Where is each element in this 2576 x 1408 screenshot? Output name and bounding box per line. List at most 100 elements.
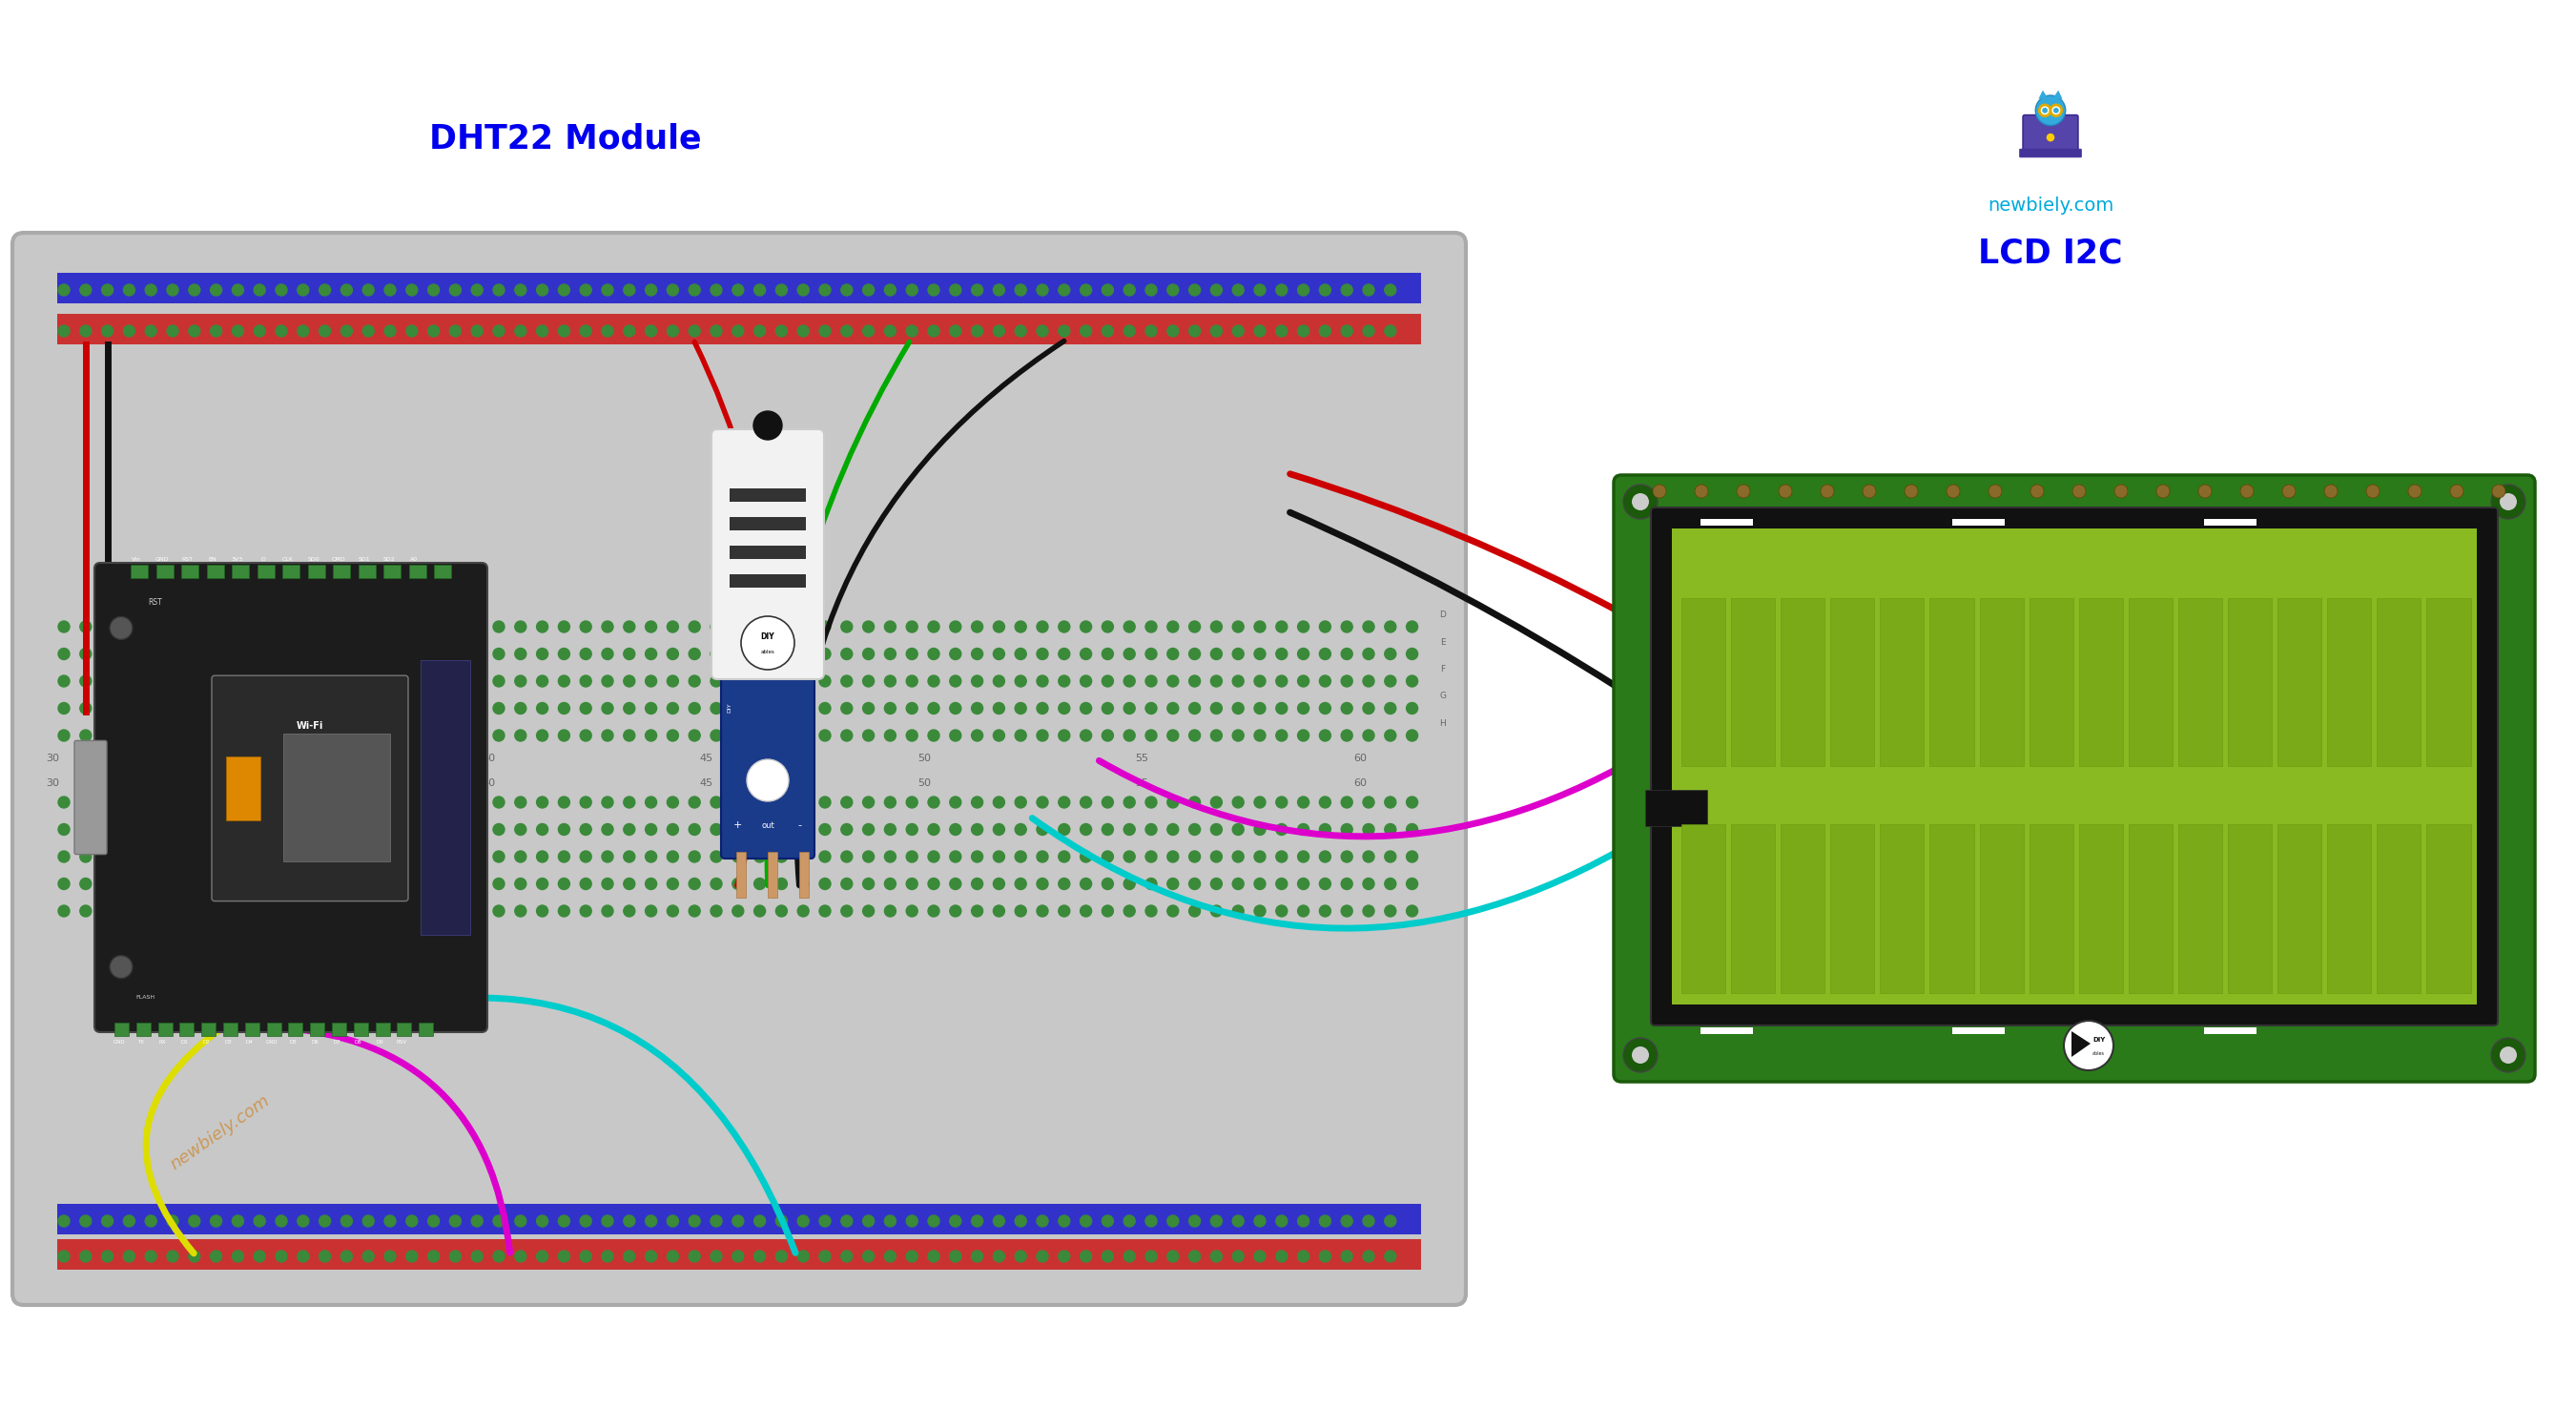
Circle shape bbox=[319, 1215, 330, 1226]
Circle shape bbox=[1190, 879, 1200, 890]
Bar bbox=[33, 748, 1445, 790]
Circle shape bbox=[927, 729, 940, 741]
Circle shape bbox=[755, 648, 765, 659]
Circle shape bbox=[951, 1215, 961, 1226]
Circle shape bbox=[1079, 905, 1092, 917]
Circle shape bbox=[363, 648, 374, 659]
Bar bbox=[2128, 598, 2172, 766]
Circle shape bbox=[2053, 107, 2058, 113]
Circle shape bbox=[644, 797, 657, 808]
Circle shape bbox=[1059, 729, 1069, 741]
Text: newbiely.com: newbiely.com bbox=[167, 1091, 273, 1173]
Circle shape bbox=[1167, 729, 1180, 741]
Circle shape bbox=[2282, 484, 2295, 498]
Circle shape bbox=[384, 676, 397, 687]
Text: newbiely.com: newbiely.com bbox=[291, 567, 397, 649]
Circle shape bbox=[100, 1215, 113, 1226]
Circle shape bbox=[471, 676, 482, 687]
Text: ables: ables bbox=[2092, 1050, 2105, 1056]
Circle shape bbox=[1406, 850, 1417, 862]
Circle shape bbox=[384, 621, 397, 632]
Circle shape bbox=[667, 703, 677, 714]
Circle shape bbox=[971, 325, 984, 337]
Circle shape bbox=[1146, 703, 1157, 714]
Circle shape bbox=[1146, 325, 1157, 337]
Circle shape bbox=[188, 879, 201, 890]
Circle shape bbox=[428, 621, 440, 632]
Text: D4: D4 bbox=[245, 1039, 252, 1045]
Circle shape bbox=[1079, 284, 1092, 296]
Circle shape bbox=[927, 905, 940, 917]
Circle shape bbox=[580, 729, 592, 741]
Text: RST: RST bbox=[147, 598, 162, 607]
Circle shape bbox=[144, 850, 157, 862]
Circle shape bbox=[1123, 1250, 1136, 1262]
Circle shape bbox=[2367, 484, 2380, 498]
Bar bbox=[1731, 825, 1775, 993]
Circle shape bbox=[407, 648, 417, 659]
Circle shape bbox=[603, 824, 613, 835]
Text: RX: RX bbox=[160, 1039, 167, 1045]
Circle shape bbox=[1231, 621, 1244, 632]
Circle shape bbox=[100, 1250, 113, 1262]
Circle shape bbox=[1123, 703, 1136, 714]
Bar bbox=[410, 565, 425, 579]
Circle shape bbox=[1103, 284, 1113, 296]
Circle shape bbox=[276, 325, 286, 337]
Circle shape bbox=[799, 797, 809, 808]
Circle shape bbox=[884, 905, 896, 917]
Circle shape bbox=[2040, 104, 2050, 115]
Circle shape bbox=[927, 850, 940, 862]
Circle shape bbox=[1103, 621, 1113, 632]
Circle shape bbox=[971, 703, 984, 714]
Circle shape bbox=[755, 850, 765, 862]
Circle shape bbox=[296, 1250, 309, 1262]
Circle shape bbox=[1079, 797, 1092, 808]
Circle shape bbox=[1386, 1250, 1396, 1262]
Circle shape bbox=[167, 703, 178, 714]
Circle shape bbox=[319, 284, 330, 296]
Circle shape bbox=[1015, 729, 1025, 741]
Circle shape bbox=[840, 905, 853, 917]
Circle shape bbox=[1386, 648, 1396, 659]
Circle shape bbox=[1298, 703, 1309, 714]
Circle shape bbox=[688, 284, 701, 296]
Circle shape bbox=[580, 703, 592, 714]
Circle shape bbox=[1036, 621, 1048, 632]
Circle shape bbox=[232, 1215, 245, 1226]
Circle shape bbox=[124, 676, 134, 687]
Circle shape bbox=[775, 797, 788, 808]
Circle shape bbox=[994, 621, 1005, 632]
Circle shape bbox=[2035, 96, 2066, 125]
Circle shape bbox=[580, 879, 592, 890]
Circle shape bbox=[688, 879, 701, 890]
Circle shape bbox=[407, 676, 417, 687]
Circle shape bbox=[1059, 284, 1069, 296]
Circle shape bbox=[819, 905, 829, 917]
FancyBboxPatch shape bbox=[1651, 507, 2499, 1025]
Circle shape bbox=[492, 797, 505, 808]
Circle shape bbox=[255, 284, 265, 296]
Circle shape bbox=[384, 284, 397, 296]
Circle shape bbox=[1167, 905, 1180, 917]
Circle shape bbox=[1015, 676, 1025, 687]
Circle shape bbox=[1275, 1215, 1288, 1226]
Circle shape bbox=[124, 621, 134, 632]
Circle shape bbox=[1190, 325, 1200, 337]
Circle shape bbox=[819, 703, 829, 714]
Text: SD0: SD0 bbox=[307, 558, 319, 562]
Circle shape bbox=[1015, 1250, 1025, 1262]
Circle shape bbox=[840, 648, 853, 659]
Circle shape bbox=[492, 850, 505, 862]
Circle shape bbox=[1862, 484, 1875, 498]
Circle shape bbox=[340, 879, 353, 890]
Circle shape bbox=[907, 1250, 917, 1262]
Circle shape bbox=[1342, 850, 1352, 862]
Circle shape bbox=[1631, 493, 1649, 510]
Circle shape bbox=[951, 621, 961, 632]
Circle shape bbox=[603, 676, 613, 687]
Circle shape bbox=[124, 797, 134, 808]
Circle shape bbox=[407, 850, 417, 862]
Circle shape bbox=[124, 824, 134, 835]
Circle shape bbox=[384, 648, 397, 659]
